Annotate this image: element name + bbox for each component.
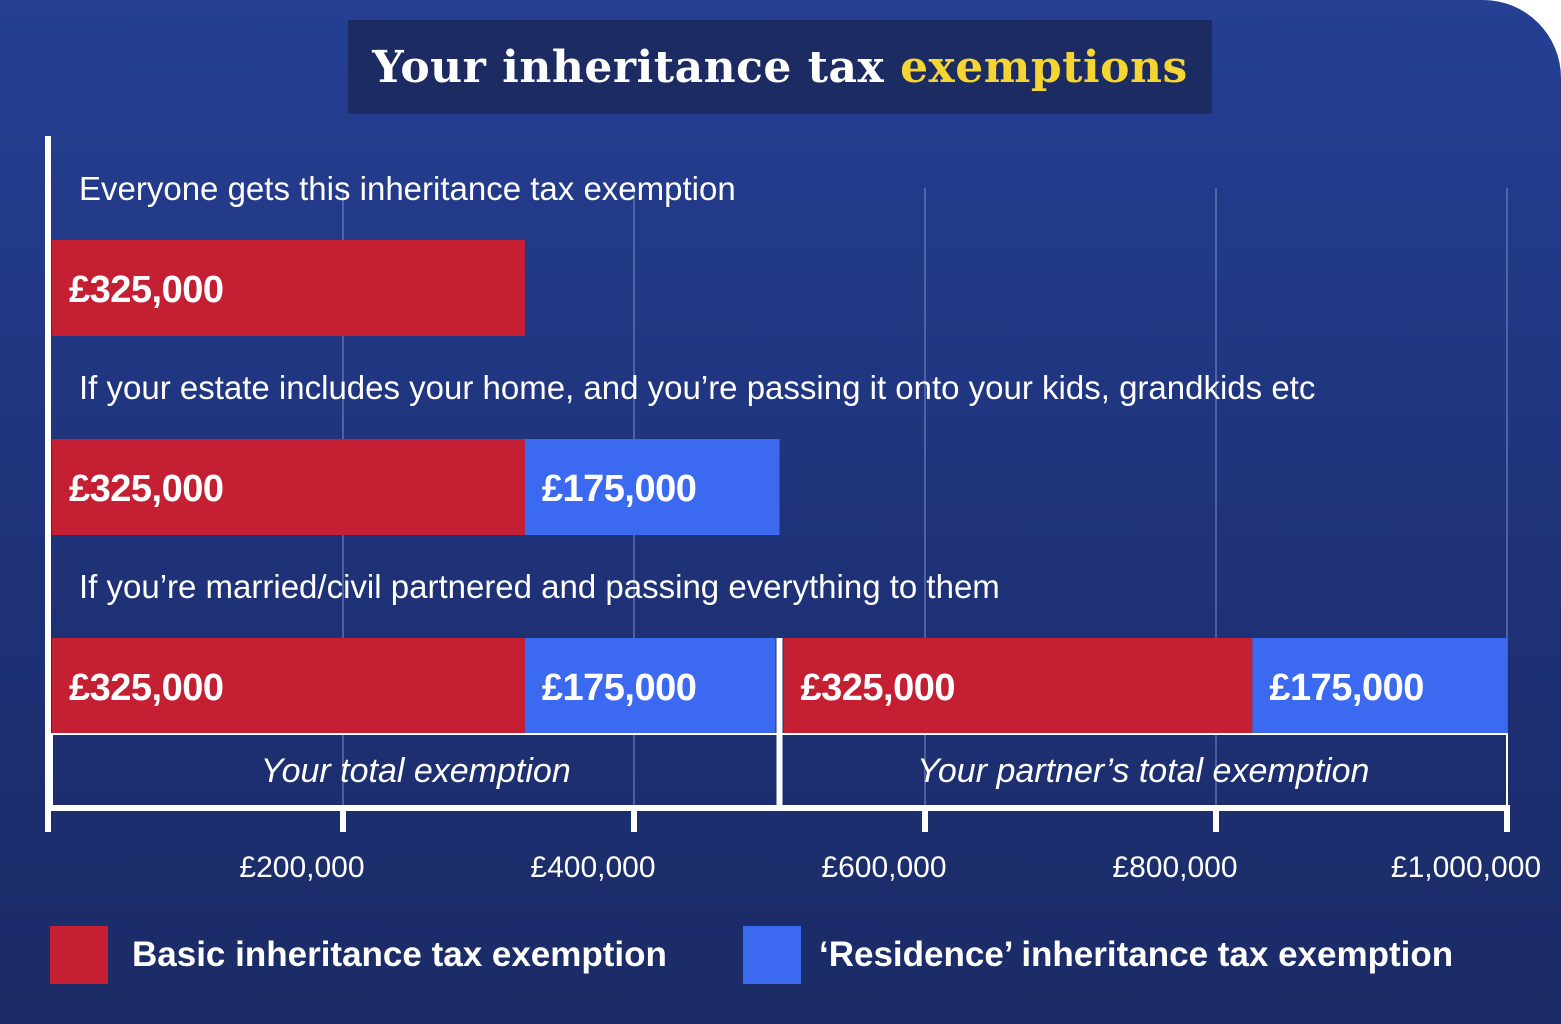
bar-basic-s1-1 xyxy=(52,240,525,336)
x-tick-label-3: £800,000 xyxy=(1112,851,1237,884)
chart-title: Your inheritance tax exemptions xyxy=(348,20,1212,114)
scenario-label-3: If you’re married/civil partnered and pa… xyxy=(79,568,1000,605)
bar-value-label-s3-1: £325,000 xyxy=(69,667,224,709)
chart-title-accent: exemptions xyxy=(900,41,1188,93)
bracket-label-2: Your partner’s total exemption xyxy=(917,752,1369,790)
bar-value-label-s3-4: £175,000 xyxy=(1269,667,1424,709)
x-tick-label-0: £200,000 xyxy=(239,851,364,884)
bar-residence-s3-4 xyxy=(1252,638,1507,734)
x-tick-label-1: £400,000 xyxy=(530,851,655,884)
bar-value-label-s3-3: £325,000 xyxy=(801,667,956,709)
bar-value-label-s2-1: £325,000 xyxy=(69,468,224,510)
x-tick-label-4: £1,000,000 xyxy=(1391,851,1541,884)
bar-value-label-s2-2: £175,000 xyxy=(542,468,697,510)
scenario-label-1: Everyone gets this inheritance tax exemp… xyxy=(79,170,736,207)
bar-value-label-s1-1: £325,000 xyxy=(69,269,224,311)
bar-residence-s2-2 xyxy=(524,439,780,535)
bar-basic-s3-1 xyxy=(52,638,525,734)
x-tick-label-2: £600,000 xyxy=(821,851,946,884)
scenario-label-2: If your estate includes your home, and y… xyxy=(79,369,1315,406)
bar-value-label-s3-2: £175,000 xyxy=(542,667,697,709)
bar-basic-s3-3 xyxy=(783,638,1253,734)
bar-residence-s3-2 xyxy=(524,638,776,734)
chart-title-lead: Your inheritance tax xyxy=(372,41,901,93)
bar-basic-s2-1 xyxy=(52,439,525,535)
bracket-label-1: Your total exemption xyxy=(261,752,571,790)
